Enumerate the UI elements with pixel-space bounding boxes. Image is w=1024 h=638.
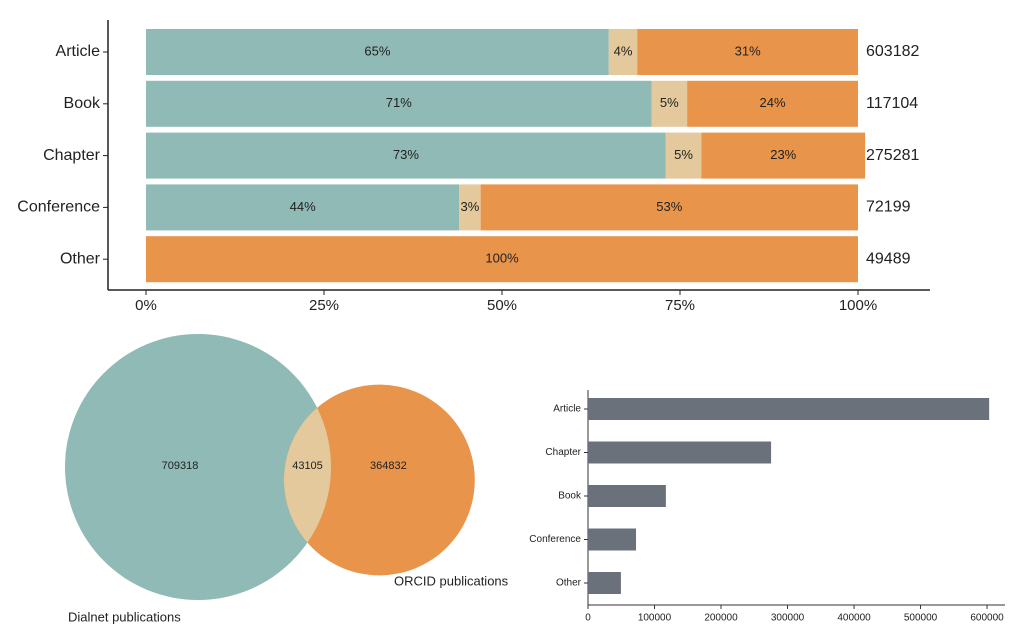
x-tick-label: 25% xyxy=(309,297,339,314)
venn-value: 43105 xyxy=(292,460,323,472)
x-tick-label: 75% xyxy=(665,297,695,314)
row-total: 603182 xyxy=(866,43,919,60)
row-total: 117104 xyxy=(866,95,918,112)
x-tick-label: 0% xyxy=(135,297,157,314)
venn-set-name: Dialnet publications xyxy=(68,609,181,624)
bar-label: 44% xyxy=(290,199,316,214)
x-tick-label: 0 xyxy=(585,613,591,624)
bar-segment xyxy=(480,184,858,231)
y-tick-label: Chapter xyxy=(43,147,101,164)
x-tick-label: 50% xyxy=(487,297,517,314)
y-tick-label: Conference xyxy=(17,199,100,216)
bar-label: 3% xyxy=(461,199,480,214)
y-tick-label: Other xyxy=(60,250,101,267)
venn-set-name: ORCID publications xyxy=(394,573,509,588)
bar xyxy=(588,398,990,420)
bar-segment xyxy=(146,80,652,127)
y-tick-label: Book xyxy=(558,491,582,502)
venn-value: 709318 xyxy=(162,460,199,472)
bar-segment xyxy=(146,29,609,75)
x-tick-label: 100000 xyxy=(638,613,672,624)
bar-label: 65% xyxy=(364,43,390,58)
bar xyxy=(588,441,772,464)
venn-circle xyxy=(284,384,475,576)
bar-label: 100% xyxy=(485,251,519,266)
bar-segment xyxy=(701,132,866,179)
y-tick-label: Article xyxy=(56,43,101,60)
x-tick-label: 300000 xyxy=(771,613,805,624)
bar-label: 53% xyxy=(656,199,682,214)
bar-label: 23% xyxy=(770,147,796,162)
row-total: 275281 xyxy=(866,147,919,164)
y-tick-label: Conference xyxy=(529,534,581,545)
bar-label: 4% xyxy=(614,43,633,58)
bar-label: 71% xyxy=(386,95,412,110)
bar-segment xyxy=(459,184,481,231)
bar xyxy=(588,485,666,507)
bar-segment xyxy=(651,80,688,127)
y-tick-label: Article xyxy=(553,404,581,415)
bar-segment xyxy=(665,132,702,179)
bar-label: 5% xyxy=(674,147,693,162)
bar-segment xyxy=(608,29,638,75)
x-tick-label: 200000 xyxy=(704,613,738,624)
venn-circle xyxy=(65,334,331,600)
bar-label: 31% xyxy=(735,43,761,58)
bar-label: 24% xyxy=(760,95,786,110)
bar xyxy=(588,572,621,594)
bar-segment xyxy=(146,132,666,179)
x-tick-label: 400000 xyxy=(837,613,871,624)
bar-segment xyxy=(146,184,460,231)
y-tick-label: Book xyxy=(64,95,101,112)
venn-value: 364832 xyxy=(370,460,407,472)
bar-segment xyxy=(687,80,858,127)
bar-label: 73% xyxy=(393,147,419,162)
x-tick-label: 100% xyxy=(839,297,877,314)
row-total: 49489 xyxy=(866,250,911,267)
y-tick-label: Other xyxy=(556,578,582,589)
bar xyxy=(588,528,637,551)
bar-segment xyxy=(637,29,858,75)
bar-segment xyxy=(146,236,858,283)
x-tick-label: 600000 xyxy=(970,613,1004,624)
row-total: 72199 xyxy=(866,199,911,216)
bar-label: 5% xyxy=(660,95,679,110)
y-tick-label: Chapter xyxy=(545,447,581,458)
x-tick-label: 500000 xyxy=(904,613,938,624)
